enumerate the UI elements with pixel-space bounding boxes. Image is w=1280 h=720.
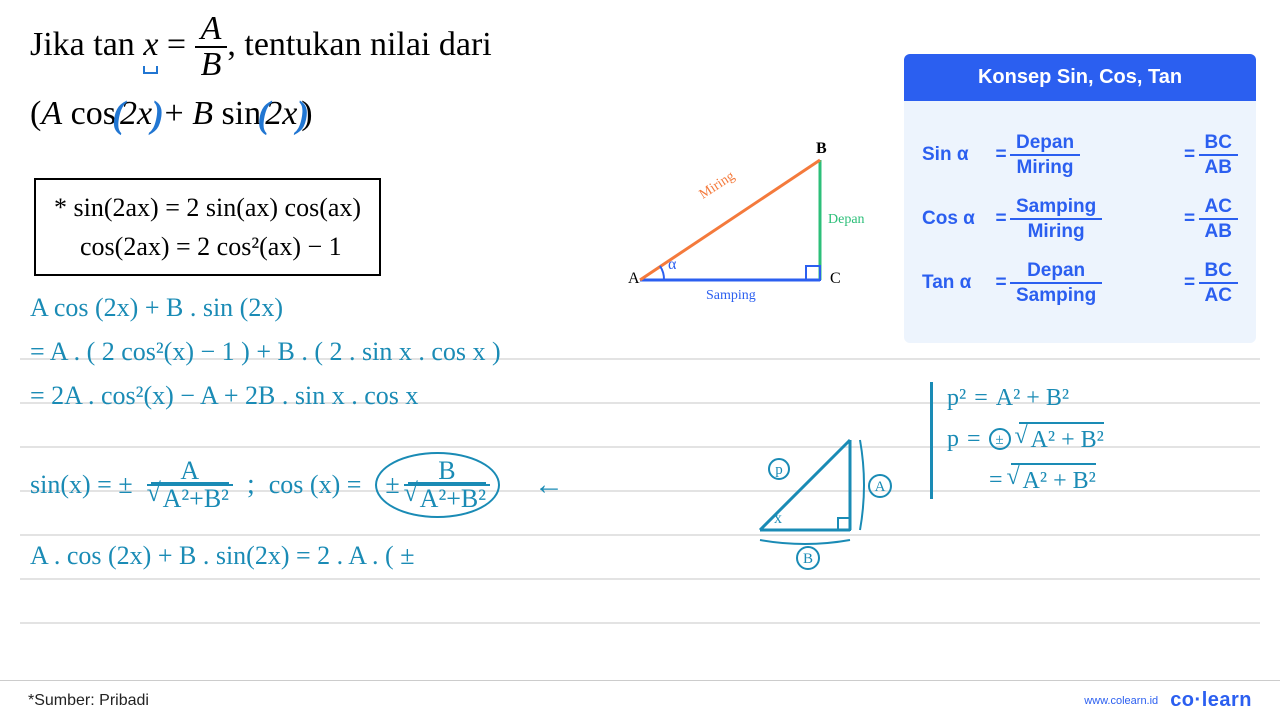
hw-line-2: = A . ( 2 cos²(x) − 1 ) + B . ( 2 . sin … bbox=[30, 330, 670, 374]
den: Miring bbox=[1010, 220, 1102, 243]
num: BC bbox=[1199, 131, 1238, 156]
vertex-C: C bbox=[830, 270, 841, 288]
concept-row-tan: Tan α = DepanSamping =BCAC bbox=[922, 259, 1238, 307]
fraction-A-over-B: AB bbox=[195, 12, 228, 82]
open-paren: ( bbox=[30, 95, 41, 132]
label-B: B bbox=[796, 546, 820, 570]
denominator: B bbox=[195, 48, 228, 82]
num: Depan bbox=[1010, 131, 1080, 156]
hw-sin-cos-defs: sin(x) = ± A A²+B² ; cos (x) = ± B A²+B²… bbox=[30, 452, 670, 518]
formula-cos2ax: cos(2ax) = 2 cos²(ax) − 1 bbox=[54, 227, 361, 266]
sin-equals: sin(x) = ± bbox=[30, 463, 133, 507]
coef-A: A bbox=[41, 95, 62, 132]
cos-equals: cos (x) = bbox=[269, 463, 362, 507]
formula-sin2ax: * sin(2ax) = 2 sin(ax) cos(ax) bbox=[54, 188, 361, 227]
lhs: p² bbox=[947, 382, 966, 416]
den: AC bbox=[1199, 284, 1238, 307]
label-depan: Depan bbox=[828, 212, 865, 228]
num: AC bbox=[1199, 195, 1238, 220]
brand-url: www.colearn.id bbox=[1084, 695, 1158, 707]
num: BC bbox=[1199, 259, 1238, 284]
source-label: *Sumber: Pribadi bbox=[28, 692, 149, 710]
num: Depan bbox=[1010, 259, 1102, 284]
vertex-A: A bbox=[628, 270, 640, 288]
den: A²+B² bbox=[151, 482, 229, 513]
cos-label: cos bbox=[62, 95, 116, 132]
arg-2x: 2x bbox=[116, 95, 156, 132]
den: Samping bbox=[1010, 284, 1102, 307]
label-p: p bbox=[768, 458, 790, 480]
sqrt: A² + B² bbox=[1011, 463, 1096, 499]
arg-2x: 2x bbox=[261, 95, 301, 132]
label-x: x bbox=[774, 510, 782, 528]
coef-B: B bbox=[192, 95, 213, 132]
plus-minus-circled: ± bbox=[989, 428, 1011, 450]
vertex-B: B bbox=[816, 140, 827, 158]
text: Jika tan bbox=[30, 26, 143, 63]
concept-row-cos: Cos α = SampingMiring =ACAB bbox=[922, 195, 1238, 243]
angle-alpha: α bbox=[668, 256, 676, 274]
den: A²+B² bbox=[408, 482, 486, 513]
identity-formula-box: * sin(2ax) = 2 sin(ax) cos(ax) cos(2ax) … bbox=[34, 178, 381, 276]
problem-statement: Jika tan x = AB, tentukan nilai dari (A … bbox=[30, 12, 650, 138]
sqrt: A² + B² bbox=[1019, 422, 1104, 458]
handwritten-derivation: A cos (2x) + B . sin (2x) = A . ( 2 cos²… bbox=[30, 286, 670, 578]
hw-line-5: A . cos (2x) + B . sin(2x) = 2 . A . ( ± bbox=[30, 534, 670, 578]
eq: = bbox=[974, 382, 988, 416]
handwritten-triangle: p A B x bbox=[740, 420, 900, 560]
fn-label: Tan α bbox=[922, 272, 992, 294]
den: AB bbox=[1199, 156, 1238, 179]
sin-fraction: A A²+B² bbox=[147, 458, 233, 512]
fn-label: Cos α bbox=[922, 208, 992, 230]
rhs: A² + B² bbox=[996, 382, 1069, 416]
concept-row-sin: Sin α = DepanMiring =BCAB bbox=[922, 131, 1238, 179]
brand-logo: co·learn bbox=[1170, 689, 1252, 712]
text: , tentukan nilai dari bbox=[227, 26, 491, 63]
fn-label: Sin α bbox=[922, 144, 992, 166]
hw-line-1: A cos (2x) + B . sin (2x) bbox=[30, 286, 670, 330]
separator: ; bbox=[247, 463, 255, 507]
numerator: A bbox=[195, 12, 228, 48]
reference-triangle: A B C α Miring Depan Samping bbox=[620, 140, 850, 310]
den: AB bbox=[1199, 220, 1238, 243]
hw-line-3: = 2A . cos²(x) − A + 2B . sin x . cos x bbox=[30, 374, 670, 418]
plus-minus: ± bbox=[385, 463, 399, 507]
eq: = bbox=[989, 464, 1003, 498]
footer: *Sumber: Pribadi www.colearn.id co·learn bbox=[0, 680, 1280, 720]
sin-label: sin bbox=[213, 95, 261, 132]
concept-title: Konsep Sin, Cos, Tan bbox=[904, 54, 1256, 101]
concept-card: Konsep Sin, Cos, Tan Sin α = DepanMiring… bbox=[904, 54, 1256, 343]
pythagoras-note: p² = A² + B² p = ± A² + B² = A² + B² bbox=[930, 382, 1210, 499]
cos-fraction-circled: ± B A²+B² bbox=[375, 452, 500, 518]
text: = bbox=[158, 26, 194, 63]
den: Miring bbox=[1010, 156, 1080, 179]
arrow-left-icon: ← bbox=[534, 463, 564, 507]
lhs: p bbox=[947, 423, 959, 457]
brand: www.colearn.id co·learn bbox=[1084, 689, 1252, 712]
eq: = bbox=[967, 423, 981, 457]
var-x: x bbox=[143, 21, 158, 69]
label-A: A bbox=[868, 474, 892, 498]
label-samping: Samping bbox=[706, 288, 756, 304]
num: Samping bbox=[1010, 195, 1102, 220]
